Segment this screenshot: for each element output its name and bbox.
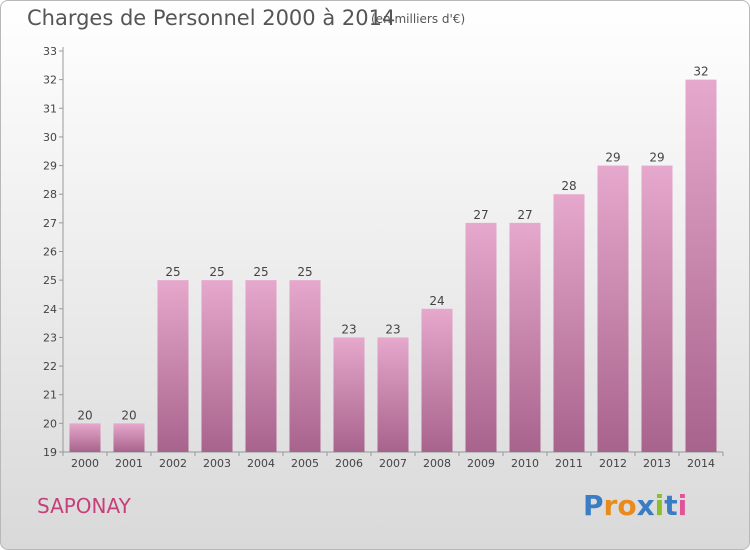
bar <box>289 280 321 452</box>
y-tick-label: 22 <box>43 360 57 373</box>
data-label: 20 <box>121 408 136 422</box>
logo-letter: P <box>583 489 604 522</box>
chart-title: Charges de Personnel 2000 à 2014 <box>27 6 396 30</box>
logo-letter: o <box>617 489 637 522</box>
bar <box>333 337 365 452</box>
data-label: 24 <box>429 294 444 308</box>
y-tick-label: 25 <box>43 274 57 287</box>
y-tick-label: 27 <box>43 217 57 230</box>
y-tick-label: 26 <box>43 246 57 259</box>
x-tick-label: 2000 <box>71 457 99 470</box>
data-label: 25 <box>297 265 312 279</box>
data-labels: 20 20 25 25 25 25 23 23 24 27 27 28 29 29 32 <box>77 65 708 423</box>
data-label: 27 <box>517 208 532 222</box>
x-tick-label: 2002 <box>159 457 187 470</box>
bar <box>201 280 233 452</box>
x-tick-label: 2008 <box>423 457 451 470</box>
bar <box>553 194 585 452</box>
y-tick-label: 20 <box>43 417 57 430</box>
bar <box>113 423 145 452</box>
logo-letter: x <box>636 489 655 522</box>
bar <box>421 308 453 452</box>
y-tick-label: 23 <box>43 331 57 344</box>
y-tick-label: 31 <box>43 102 57 115</box>
x-tick-label: 2003 <box>203 457 231 470</box>
bar <box>597 165 629 453</box>
x-tick-label: 2005 <box>291 457 319 470</box>
x-tick-label: 2007 <box>379 457 407 470</box>
bar <box>641 165 673 453</box>
y-tick-label: 19 <box>43 446 57 459</box>
y-tick-label: 32 <box>43 74 57 87</box>
data-label: 27 <box>473 208 488 222</box>
data-label: 29 <box>605 151 620 165</box>
chart-subtitle: (en milliers d'€) <box>371 12 466 26</box>
logo-letter: r <box>603 489 618 522</box>
x-tick-label: 2004 <box>247 457 275 470</box>
place-name: SAPONAY <box>37 494 131 518</box>
bar <box>69 423 101 452</box>
bar <box>245 280 277 452</box>
logo-letter: t <box>664 489 678 522</box>
data-label: 23 <box>385 322 400 336</box>
x-tick-label: 2014 <box>687 457 715 470</box>
data-label: 25 <box>209 265 224 279</box>
x-tick-label: 2006 <box>335 457 363 470</box>
x-tick-label: 2012 <box>599 457 627 470</box>
x-axis: 2000 2001 2002 2003 2004 2005 2006 2007 2008 2009… <box>62 451 724 470</box>
proxiti-logo[interactable]: Proxiti <box>583 489 687 522</box>
x-tick-label: 2001 <box>115 457 143 470</box>
data-label: 23 <box>341 322 356 336</box>
data-label: 28 <box>561 179 576 193</box>
y-tick-label: 30 <box>43 131 57 144</box>
y-axis: 19 20 21 22 23 24 25 26 27 28 29 30 31 32 33 <box>43 45 64 459</box>
bar <box>509 222 541 452</box>
bar <box>465 222 497 452</box>
data-label: 20 <box>77 408 92 422</box>
logo-letter: i <box>654 489 665 522</box>
x-tick-label: 2010 <box>511 457 539 470</box>
x-tick-label: 2009 <box>467 457 495 470</box>
bars <box>69 79 717 453</box>
y-tick-label: 29 <box>43 160 57 173</box>
y-tick-label: 33 <box>43 45 57 58</box>
y-tick-label: 21 <box>43 389 57 402</box>
logo-letter: i <box>677 489 688 522</box>
x-tick-label: 2013 <box>643 457 671 470</box>
data-label: 32 <box>693 65 708 79</box>
data-label: 25 <box>253 265 268 279</box>
bar <box>377 337 409 452</box>
data-label: 25 <box>165 265 180 279</box>
bar <box>157 280 189 452</box>
bar <box>685 79 717 453</box>
y-tick-label: 28 <box>43 188 57 201</box>
y-tick-label: 24 <box>43 303 57 316</box>
data-label: 29 <box>649 151 664 165</box>
x-tick-label: 2011 <box>555 457 583 470</box>
